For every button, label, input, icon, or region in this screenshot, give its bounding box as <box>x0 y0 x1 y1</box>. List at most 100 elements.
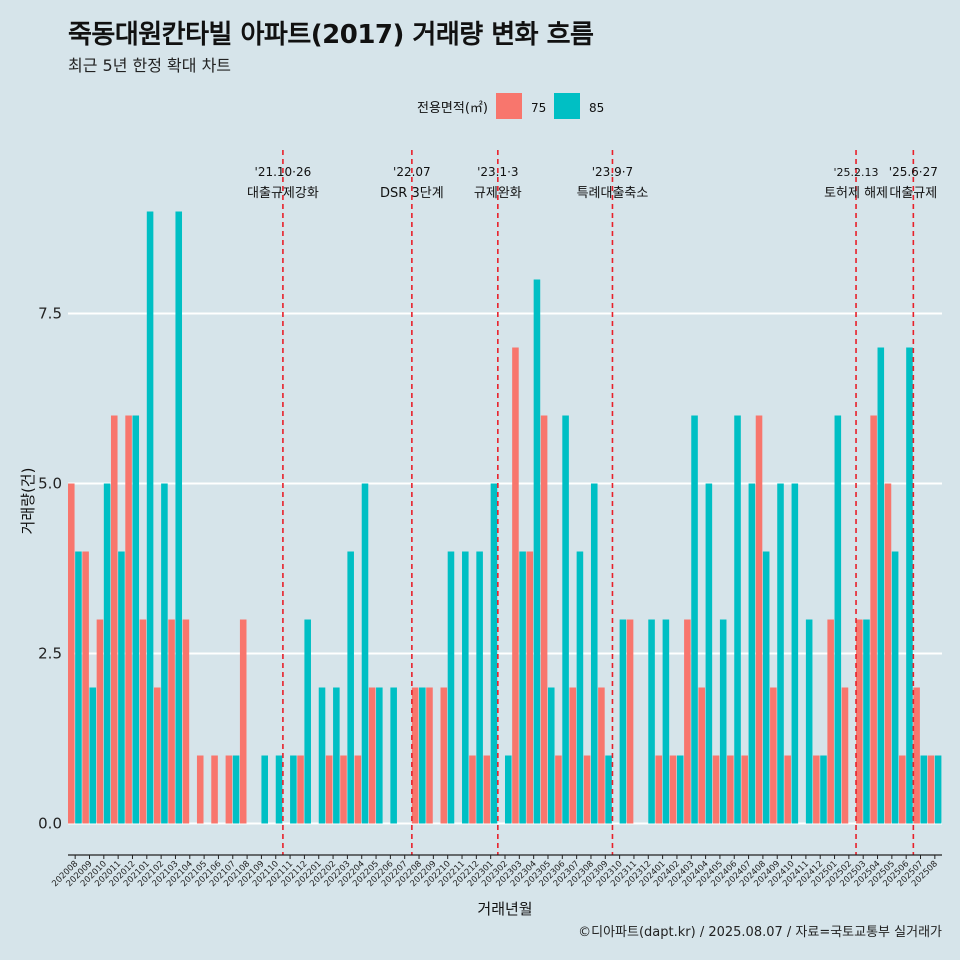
source-caption: ©디아파트(dapt.kr) / 2025.08.07 / 자료=국토교통부 실… <box>578 925 942 940</box>
bar-85-202107 <box>232 755 240 824</box>
bar-75-202412 <box>813 755 820 824</box>
chart-subtitle: 최근 5년 한정 확대 차트 <box>68 56 232 75</box>
bar-75-202303 <box>512 347 519 824</box>
bar-75-202208 <box>411 687 419 824</box>
bar-75-202210 <box>440 687 448 824</box>
bar-85-202211 <box>462 551 469 824</box>
event-date: '23.1·3 <box>477 165 518 179</box>
bar-85-202307 <box>576 551 584 824</box>
bar-75-202202 <box>325 755 333 824</box>
legend: 전용면적(㎡) 75 85 <box>417 93 604 119</box>
bar-85-202210 <box>447 551 455 824</box>
bar-85-202202 <box>333 687 340 824</box>
event-date: '21.10·26 <box>255 165 312 179</box>
y-axis-title: 거래량(건) <box>19 468 37 535</box>
event-label: 특례대출축소 <box>577 186 649 201</box>
bar-75-202309 <box>598 687 605 824</box>
bar-75-202410 <box>784 755 791 824</box>
bar-75-202402 <box>669 755 677 824</box>
bar-75-202502 <box>841 687 849 824</box>
bar-85-202103 <box>175 211 183 824</box>
bar-85-202404 <box>705 483 713 824</box>
bar-75-202307 <box>569 687 577 824</box>
bar-75-202009 <box>82 551 89 824</box>
bar-85-202405 <box>719 619 727 824</box>
bar-75-202404 <box>698 687 705 824</box>
bar-75-202501 <box>827 619 834 824</box>
bar-85-202409 <box>777 483 784 824</box>
bar-75-202108 <box>239 619 247 824</box>
legend-label-85: 85 <box>589 101 604 115</box>
bar-75-202301 <box>483 755 491 824</box>
bar-75-202403 <box>684 619 691 824</box>
bar-75-202112 <box>297 755 304 824</box>
bar-75-202503 <box>856 619 863 824</box>
bar-75-202408 <box>755 415 763 824</box>
bar-85-202401 <box>662 619 670 824</box>
bar-75-202012 <box>125 415 132 824</box>
y-axis-tick-labels: 0.0 2.5 5.0 7.5 <box>38 305 62 833</box>
bar-75-202212 <box>469 755 476 824</box>
bar-75-202504 <box>870 415 877 824</box>
bars <box>68 211 942 824</box>
bar-75-202101 <box>139 619 147 824</box>
bar-75-202010 <box>96 619 104 824</box>
legend-label-75: 75 <box>531 101 546 115</box>
event-date: '25.2.13 <box>834 166 879 179</box>
bar-75-202406 <box>727 755 734 824</box>
bar-85-202303 <box>519 551 526 824</box>
chart-title: 죽동대원칸타빌 아파트(2017) 거래량 변화 흐름 <box>68 20 594 50</box>
bar-75-202401 <box>655 755 662 824</box>
bar-75-202209 <box>426 687 433 824</box>
bar-85-202406 <box>734 415 741 824</box>
event-date: '22.07 <box>393 165 431 179</box>
event-date: '25.6·27 <box>889 165 938 179</box>
y-tick-label: 2.5 <box>38 645 62 663</box>
x-axis-title: 거래년월 <box>477 900 532 918</box>
legend-swatch-75 <box>496 93 522 119</box>
bar-85-202310 <box>619 619 627 824</box>
bar-75-202409 <box>770 687 777 824</box>
bar-85-202507 <box>920 755 928 824</box>
legend-swatch-85 <box>554 93 580 119</box>
y-tick-label: 0.0 <box>38 815 62 833</box>
legend-title: 전용면적(㎡) <box>417 101 488 116</box>
bar-75-202306 <box>555 755 562 824</box>
bar-85-202309 <box>605 755 612 824</box>
bar-75-202506 <box>899 755 906 824</box>
event-label: 대출규제강화 <box>247 186 319 201</box>
bar-85-202408 <box>762 551 770 824</box>
bar-75-202103 <box>168 619 175 824</box>
bar-85-202204 <box>361 483 369 824</box>
bar-85-202411 <box>805 619 813 824</box>
bar-85-202102 <box>161 483 168 824</box>
bar-85-202304 <box>533 279 541 824</box>
bar-85-202111 <box>290 755 297 824</box>
bar-85-202412 <box>820 755 827 824</box>
bar-75-202407 <box>741 755 748 824</box>
event-date: '23.9·7 <box>592 165 633 179</box>
bar-85-202205 <box>376 687 383 824</box>
bar-75-202304 <box>526 551 534 824</box>
bar-85-202505 <box>891 551 899 824</box>
bar-75-202105 <box>196 755 204 824</box>
bar-85-202410 <box>791 483 799 824</box>
bar-75-202205 <box>368 687 376 824</box>
bar-85-202208 <box>419 687 426 824</box>
bar-85-202508 <box>934 755 942 824</box>
bar-85-202308 <box>590 483 598 824</box>
bar-75-202204 <box>354 755 362 824</box>
bar-85-202206 <box>390 687 397 824</box>
bar-75-202008 <box>68 483 75 824</box>
bar-85-202306 <box>562 415 569 824</box>
bar-75-202311 <box>626 619 634 824</box>
bar-85-202403 <box>691 415 698 824</box>
bar-75-202508 <box>927 755 935 824</box>
bar-85-202009 <box>89 687 97 824</box>
bar-85-202008 <box>75 551 82 824</box>
bar-85-202402 <box>676 755 684 824</box>
event-label: 규제완화 <box>474 186 522 201</box>
bar-75-202505 <box>884 483 892 824</box>
bar-85-202302 <box>505 755 512 824</box>
bar-85-202110 <box>275 755 283 824</box>
